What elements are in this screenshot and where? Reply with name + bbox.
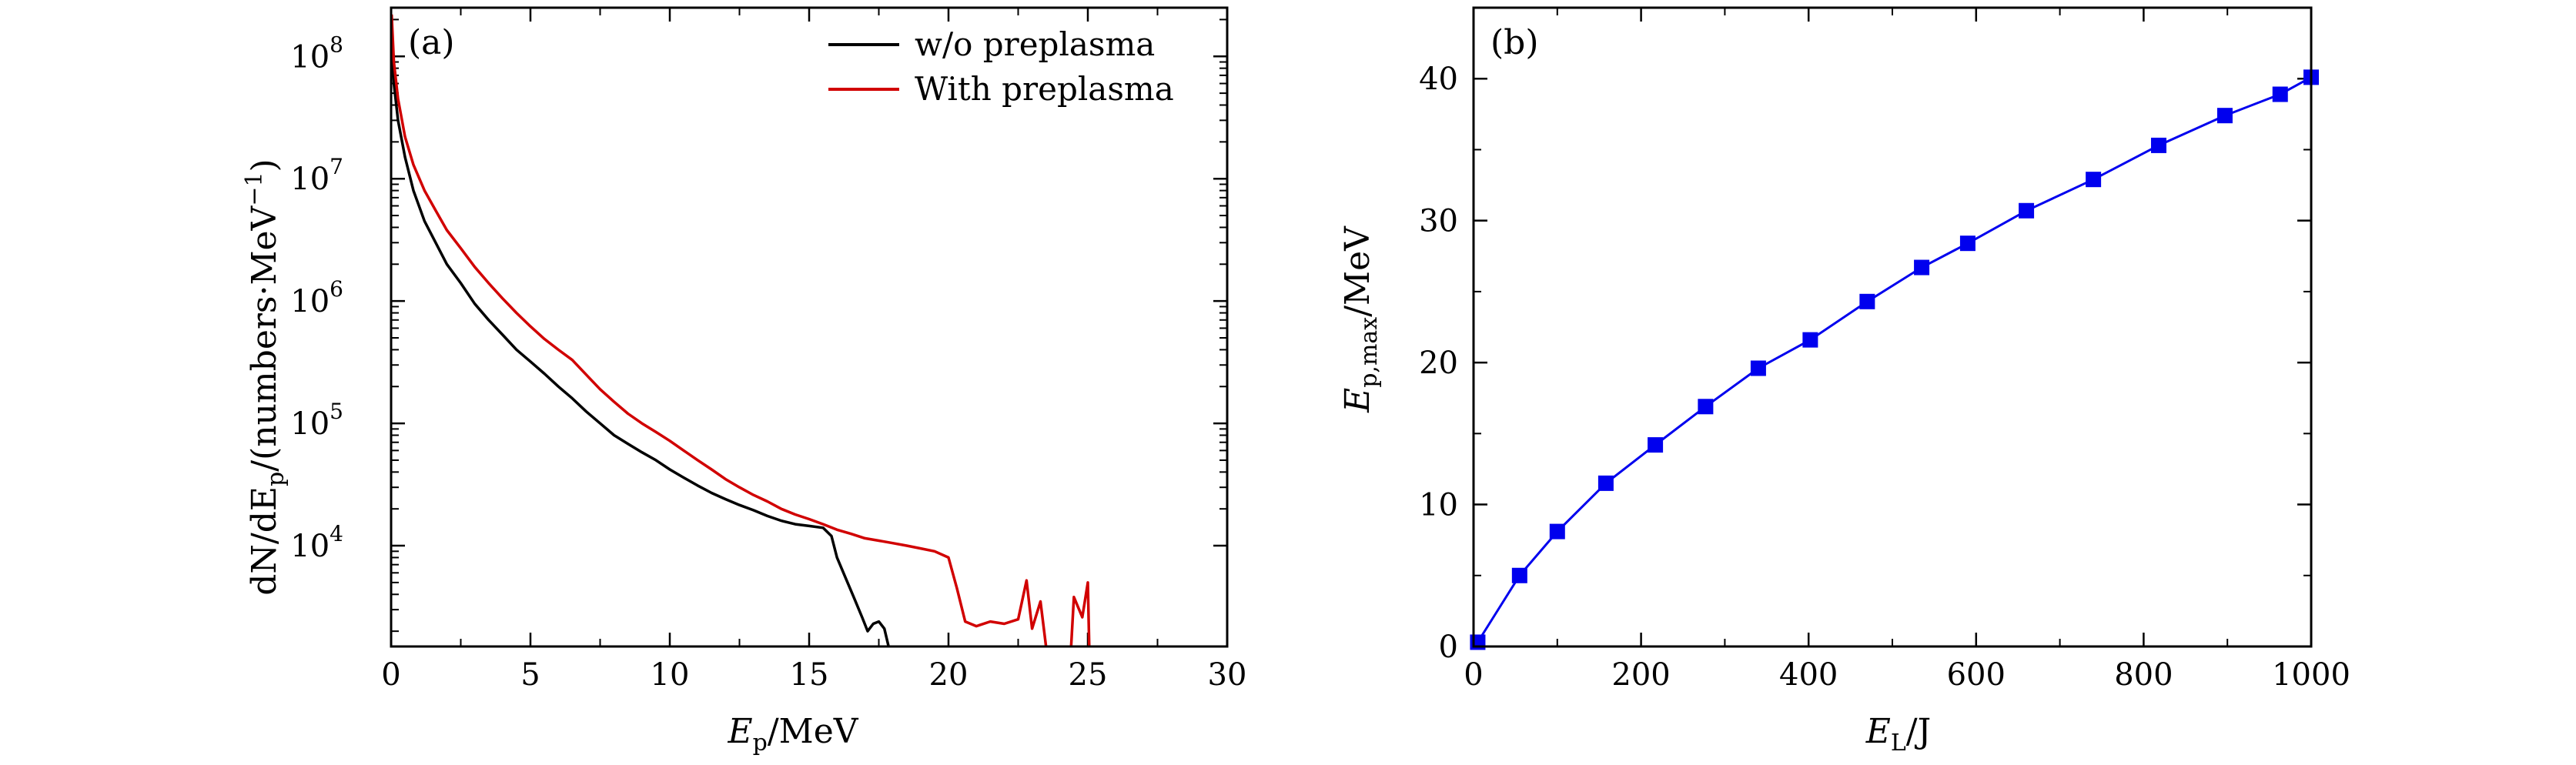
panel-b-x-tick-label: 0: [1464, 657, 1483, 693]
data-point-marker: [2150, 137, 2166, 153]
data-point-marker: [1914, 259, 1930, 276]
panel-a-series: [390, 14, 1091, 647]
series-line-no-preplasma: [390, 25, 890, 647]
series-line-with-preplasma-tail: [1069, 581, 1091, 647]
panel-a: 104 105 106 107 108 0 5 10 15 20 25 30 (a) w/o pre…: [241, 6, 1246, 757]
panel-b-x-ticks: 0 200 400 600 800 1000: [1464, 8, 2350, 693]
data-point-marker: [2019, 202, 2035, 219]
panel-b-y-tick-label: 0: [1439, 630, 1458, 665]
panel-b-x-tick-label: 1000: [2272, 657, 2350, 693]
panel-b-x-tick-label: 800: [2114, 657, 2173, 693]
data-point-marker: [1549, 523, 1565, 540]
panel-b-series: [1470, 69, 2319, 650]
panel-b-y-ticks: 0 10 20 30 40: [1419, 62, 2311, 665]
panel-a-y-axis-label: dN/dEp/(numbers·MeV−1): [241, 159, 289, 595]
data-point-marker: [2272, 86, 2288, 102]
data-point-marker: [1597, 475, 1614, 491]
panel-a-x-tick-label: 20: [929, 657, 969, 693]
data-point-marker: [1959, 236, 1975, 252]
data-point-marker: [2086, 172, 2102, 188]
panel-b-y-tick-label: 20: [1419, 346, 1458, 381]
series-line-with-preplasma: [390, 14, 1048, 647]
data-point-marker: [1511, 567, 1527, 583]
panel-a-y-tick-label: 105: [290, 399, 343, 442]
data-point-marker: [1648, 437, 1664, 453]
panel-a-y-tick-label: 104: [290, 521, 343, 564]
panel-a-y-tick-label: 106: [290, 276, 343, 319]
data-point-marker: [1750, 360, 1766, 376]
panel-a-x-axis-label: Ep/MeV: [727, 712, 858, 757]
panel-a-x-tick-label: 25: [1069, 657, 1108, 693]
panel-b-y-tick-label: 30: [1419, 204, 1458, 239]
legend-label-no-preplasma: w/o preplasma: [915, 25, 1155, 63]
legend-label-with-preplasma: With preplasma: [915, 70, 1174, 108]
panel-a-plot-frame: [390, 6, 1229, 648]
data-point-marker: [2216, 108, 2233, 124]
panel-b-x-tick-label: 200: [1611, 657, 1670, 693]
panel-b-y-tick-label: 40: [1419, 62, 1458, 97]
panel-a-x-tick-label: 15: [790, 657, 829, 693]
panel-a-x-tick-label: 0: [381, 657, 400, 693]
panel-b-y-axis-label: Ep,max/MeV: [1338, 225, 1383, 413]
panel-b: 0 10 20 30 40 0 200 400 600 800 1000 (b) EL/J Ep,…: [1338, 6, 2350, 757]
panel-b-y-tick-label: 10: [1419, 488, 1458, 523]
panel-a-y-ticks: 104 105 106 107 108: [290, 18, 1227, 633]
panel-a-x-ticks: 0 5 10 15 20 25 30: [381, 8, 1246, 693]
panel-a-legend: w/o preplasma With preplasma: [828, 25, 1174, 108]
panel-b-x-tick-label: 400: [1779, 657, 1838, 693]
panel-a-x-tick-label: 5: [520, 657, 540, 693]
series-line-ep-max: [1477, 76, 2312, 643]
panel-a-x-tick-label: 10: [651, 657, 690, 693]
panel-a-label: (a): [408, 23, 455, 62]
panel-b-label: (b): [1490, 23, 1539, 62]
data-point-marker: [1859, 293, 1875, 309]
panel-a-y-tick-label: 108: [290, 32, 343, 75]
panel-b-x-tick-label: 600: [1947, 657, 2006, 693]
data-point-marker: [1698, 399, 1714, 415]
panel-a-x-tick-label: 30: [1208, 657, 1247, 693]
data-point-marker: [1802, 332, 1818, 348]
panel-b-plot-frame: [1472, 6, 2313, 648]
panel-b-x-axis-label: EL/J: [1865, 712, 1932, 757]
panel-a-y-tick-label: 107: [290, 154, 343, 197]
